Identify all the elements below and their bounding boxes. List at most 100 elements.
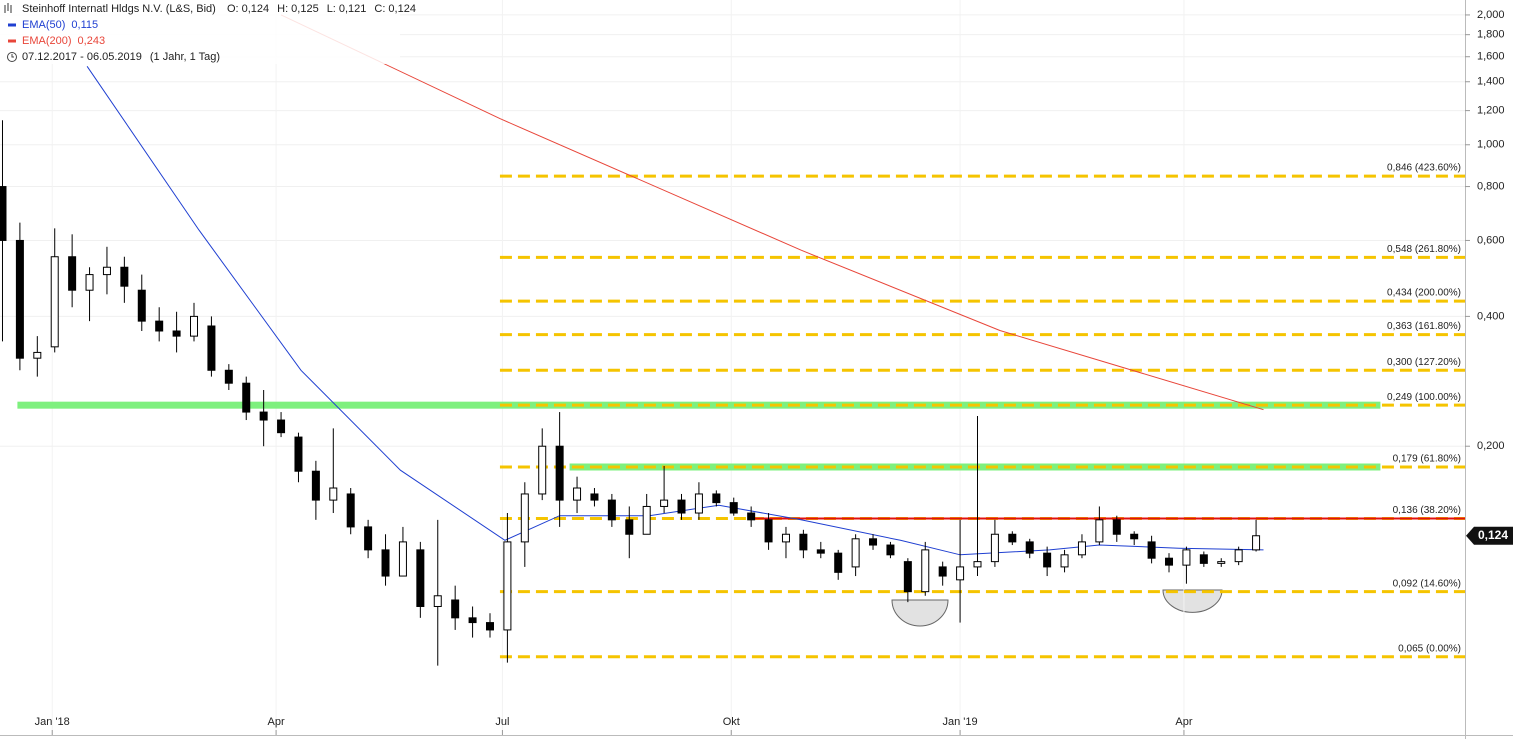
ohlc-key: H: (277, 3, 288, 15)
y-tick-label: 0,200 (1477, 440, 1505, 452)
candle-body (956, 566, 965, 581)
pattern-marker (891, 599, 949, 627)
legend-swatch (8, 39, 16, 43)
candle-body (398, 541, 407, 577)
candle-body (137, 289, 146, 322)
price-badge-label: 0,124 (1478, 528, 1508, 542)
candle-body (747, 512, 756, 521)
ohlc-value: 0,125 (291, 3, 319, 15)
candle-body (1060, 554, 1069, 568)
candle-body (869, 538, 878, 546)
candle-body (85, 274, 94, 291)
candle-body (33, 351, 42, 359)
candle-body (1182, 549, 1191, 566)
candle-body (1234, 549, 1243, 563)
candle-body (1025, 541, 1034, 554)
candle-body (1095, 519, 1104, 543)
candle-body (712, 493, 721, 504)
candle-body (224, 369, 233, 384)
candle-body (190, 315, 199, 337)
candle-body (1217, 561, 1226, 564)
candle-body (277, 419, 286, 434)
fib-label: 0,249 (100.00%) (1387, 392, 1461, 403)
candle-body (921, 549, 930, 593)
candle-body (555, 445, 564, 501)
fib-label: 0,363 (161.80%) (1387, 321, 1461, 332)
candle-body (1008, 533, 1017, 543)
interval-label: (1 Jahr, 1 Tag) (150, 51, 220, 63)
candle-body (781, 533, 790, 543)
candle-body (242, 382, 251, 413)
period-label: 07.12.2017 - 06.05.2019 (22, 51, 142, 63)
candle-body (1077, 541, 1086, 556)
candle-body (590, 493, 599, 501)
fib-label: 0,300 (127.20%) (1387, 357, 1461, 368)
chart-icon (4, 3, 12, 13)
candle-body (660, 499, 669, 507)
candle-body (1199, 554, 1208, 564)
x-tick-label: Jul (495, 716, 509, 728)
candle-body (973, 561, 982, 568)
candle-body (625, 519, 634, 535)
y-tick-label: 1,400 (1477, 76, 1505, 88)
candle-body (364, 526, 373, 551)
candle-body (538, 445, 547, 495)
ohlc-key: C: (374, 3, 385, 15)
x-tick-label: Jan '19 (943, 716, 978, 728)
x-tick-label: Apr (1175, 716, 1192, 728)
clock-icon (7, 52, 17, 62)
chart-title: Steinhoff Internatl Hldgs N.V. (L&S, Bid… (22, 3, 216, 15)
candle-body (102, 266, 111, 276)
candle-body (1165, 557, 1174, 566)
candle-body (938, 566, 947, 577)
candle-body (503, 541, 512, 631)
x-tick-label: Apr (268, 716, 285, 728)
candle-body (0, 186, 7, 241)
candle-body (886, 544, 895, 556)
candle-body (155, 320, 164, 332)
candle-body (642, 505, 651, 535)
fib-label: 0,548 (261.80%) (1387, 244, 1461, 255)
candle-body (834, 552, 843, 573)
pattern-marker (1162, 589, 1223, 613)
fib-label: 0,434 (200.00%) (1387, 288, 1461, 299)
fib-label: 0,136 (38.20%) (1393, 505, 1461, 516)
candle-body (68, 256, 77, 291)
candle-body (346, 493, 355, 528)
ema-line (280, 14, 1264, 411)
candle-body (851, 538, 860, 568)
y-tick-label: 1,800 (1477, 29, 1505, 41)
candle-body (451, 599, 460, 619)
ohlc-value: 0,124 (388, 3, 416, 15)
candle-body (311, 470, 320, 501)
candle-body (903, 561, 912, 593)
candle-body (816, 549, 825, 554)
ohlc-key: L: (327, 3, 336, 15)
clock-hand (11, 54, 14, 58)
price-badge (1466, 526, 1513, 545)
header-bg (0, 0, 400, 64)
candle-body (799, 533, 808, 551)
fib-label: 0,065 (0.00%) (1398, 643, 1461, 654)
y-tick-label: 1,200 (1477, 105, 1505, 117)
y-tick-label: 0,400 (1477, 310, 1505, 322)
legend-value: 0,243 (78, 35, 106, 47)
ohlc-value: 0,124 (242, 3, 270, 15)
candle-body (468, 617, 477, 624)
candle-body (764, 519, 773, 543)
candle-body (573, 487, 582, 501)
y-tick-label: 1,000 (1477, 139, 1505, 151)
candle-body (433, 595, 442, 607)
candle-body (329, 487, 338, 501)
candle-body (207, 325, 216, 371)
candle-body (1130, 533, 1139, 540)
candle-body (1147, 541, 1156, 559)
candle-body (485, 622, 494, 631)
y-tick-label: 1,600 (1477, 51, 1505, 63)
fib-label: 0,092 (14.60%) (1393, 578, 1461, 589)
candle-body (15, 239, 24, 359)
candle-body (607, 499, 616, 521)
candle-body (729, 502, 738, 514)
candle-body (1043, 552, 1052, 568)
